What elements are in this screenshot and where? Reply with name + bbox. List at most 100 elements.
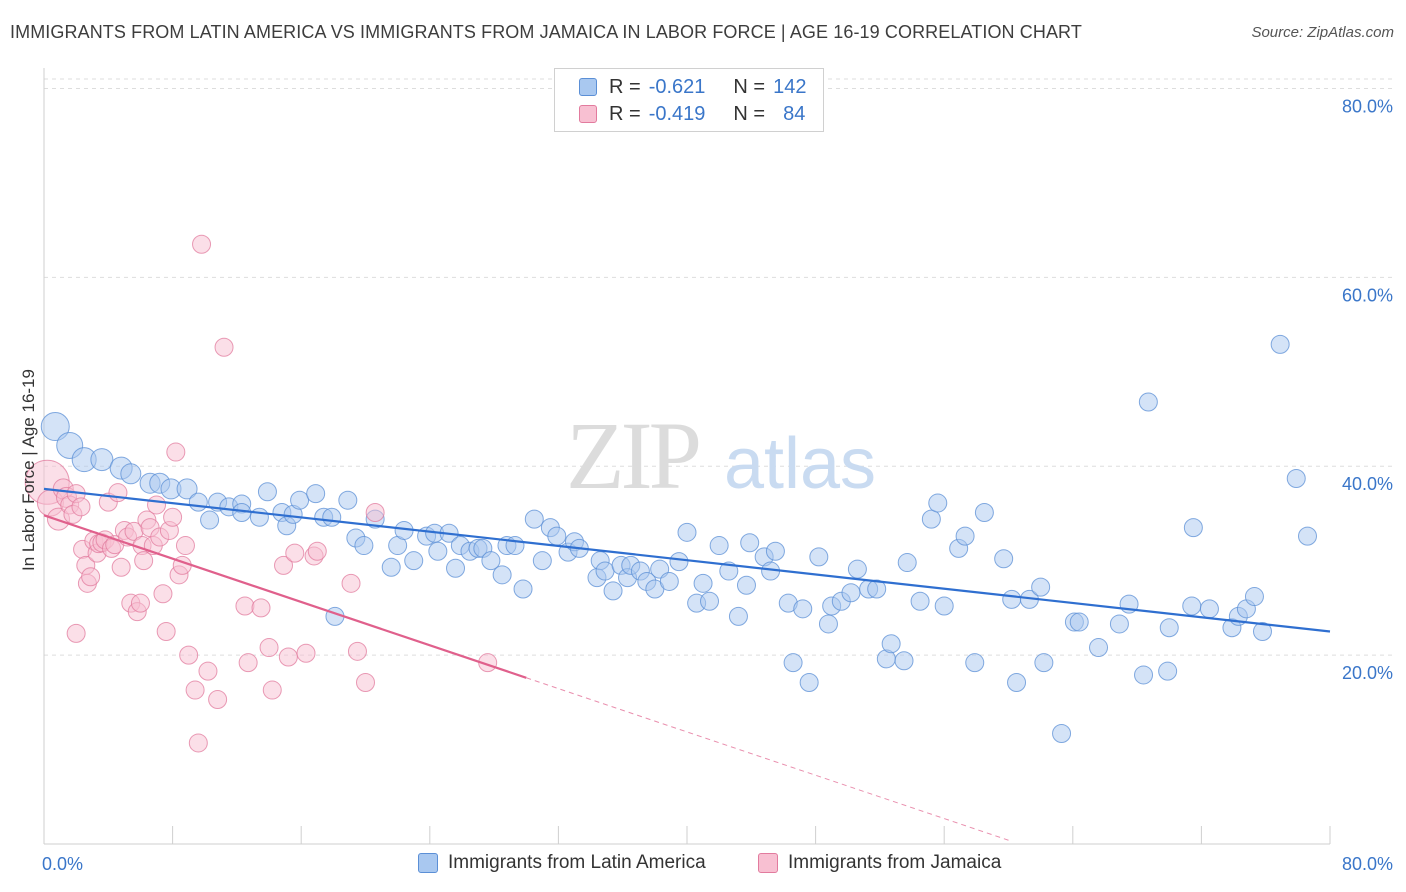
- data-point: [481, 551, 501, 571]
- x-tick-label: 0.0%: [42, 854, 83, 874]
- stat-r-value: -0.621: [648, 75, 706, 98]
- data-point: [603, 581, 623, 601]
- data-point: [130, 593, 150, 613]
- legend-swatch-jamaica: [758, 853, 778, 873]
- data-point: [765, 541, 785, 561]
- data-point: [841, 583, 861, 603]
- data-point: [446, 558, 466, 578]
- data-point: [285, 543, 305, 563]
- stat-n-label: N =: [733, 102, 766, 125]
- data-point: [910, 591, 930, 611]
- data-point: [1183, 518, 1203, 538]
- y-tick-label: 80.0%: [1342, 96, 1393, 116]
- data-point: [166, 442, 186, 462]
- data-point: [1297, 526, 1317, 546]
- data-point: [134, 551, 154, 571]
- data-point: [251, 598, 271, 618]
- grid-lines: [44, 78, 1392, 656]
- y-tick-label: 40.0%: [1342, 474, 1393, 494]
- data-point: [108, 483, 128, 503]
- data-point: [492, 565, 512, 585]
- data-point: [867, 579, 887, 599]
- legend-label-latin-america: Immigrants from Latin America: [448, 852, 706, 873]
- data-point: [356, 673, 375, 692]
- stat-row-jamaica: R = -0.419 N = 84: [579, 102, 805, 126]
- data-point: [163, 507, 183, 527]
- data-point: [677, 522, 697, 542]
- stat-n-value: 84: [783, 102, 806, 125]
- data-point: [728, 606, 748, 626]
- data-point: [1159, 618, 1179, 638]
- stat-r-label: R =: [609, 75, 641, 98]
- trend-line: [43, 514, 527, 679]
- data-point: [1138, 392, 1158, 412]
- data-point: [740, 533, 760, 553]
- data-point: [347, 641, 367, 661]
- data-point: [40, 412, 70, 442]
- data-point: [1158, 661, 1178, 681]
- data-point: [1252, 622, 1272, 641]
- data-point: [71, 497, 91, 517]
- data-point: [1134, 665, 1154, 685]
- data-point: [783, 653, 803, 673]
- data-point: [381, 557, 401, 577]
- data-point: [1286, 469, 1306, 488]
- data-point: [793, 599, 813, 619]
- data-point: [1270, 334, 1290, 354]
- data-point: [1031, 577, 1051, 597]
- data-point: [532, 551, 552, 571]
- data-point: [278, 647, 298, 667]
- data-point: [235, 596, 255, 616]
- data-point: [1182, 596, 1202, 616]
- data-point: [341, 573, 361, 593]
- data-point: [322, 507, 342, 527]
- stat-swatch-jamaica: [579, 105, 597, 123]
- data-point: [188, 492, 208, 512]
- legend-item-jamaica[interactable]: Immigrants from Jamaica: [758, 852, 1001, 874]
- data-point: [365, 503, 385, 522]
- data-point: [306, 484, 326, 504]
- data-point: [709, 536, 729, 556]
- data-point: [659, 571, 679, 591]
- data-point: [81, 567, 101, 587]
- data-point: [176, 478, 198, 500]
- series-jamaica: [24, 234, 498, 753]
- data-point: [524, 509, 544, 529]
- data-point: [897, 553, 917, 573]
- x-tick-label: 80.0%: [1342, 854, 1393, 874]
- stat-r-label: R =: [609, 102, 641, 125]
- data-point: [505, 536, 525, 556]
- data-point: [994, 549, 1014, 569]
- data-point: [1089, 638, 1109, 658]
- legend-label-jamaica: Immigrants from Jamaica: [788, 852, 1002, 873]
- data-point: [928, 493, 948, 513]
- data-point: [198, 661, 218, 681]
- data-point: [354, 536, 374, 556]
- data-point: [955, 526, 975, 546]
- data-point: [693, 573, 713, 593]
- data-point: [179, 645, 199, 665]
- source-credit: Source: ZipAtlas.com: [1251, 24, 1394, 41]
- data-point: [274, 555, 294, 575]
- correlation-stats-box: R = -0.621 N = 142 R = -0.419 N = 84: [554, 68, 824, 132]
- data-point: [188, 733, 208, 753]
- data-point: [921, 509, 941, 529]
- data-point: [974, 503, 994, 522]
- series-latin-america: [40, 334, 1317, 743]
- data-point: [153, 584, 173, 604]
- stat-n-value: 142: [773, 75, 807, 98]
- stat-n-label: N =: [733, 75, 766, 98]
- data-point: [1052, 724, 1072, 743]
- y-tick-label: 20.0%: [1342, 663, 1393, 683]
- data-point: [799, 673, 819, 692]
- data-point: [965, 653, 985, 673]
- data-point: [214, 337, 234, 357]
- data-point: [120, 463, 142, 485]
- data-point: [66, 623, 86, 643]
- data-point: [192, 234, 212, 254]
- data-point: [894, 651, 914, 671]
- data-point: [934, 596, 954, 616]
- legend-item-latin-america[interactable]: Immigrants from Latin America: [418, 852, 706, 874]
- trend-lines: [43, 487, 1331, 841]
